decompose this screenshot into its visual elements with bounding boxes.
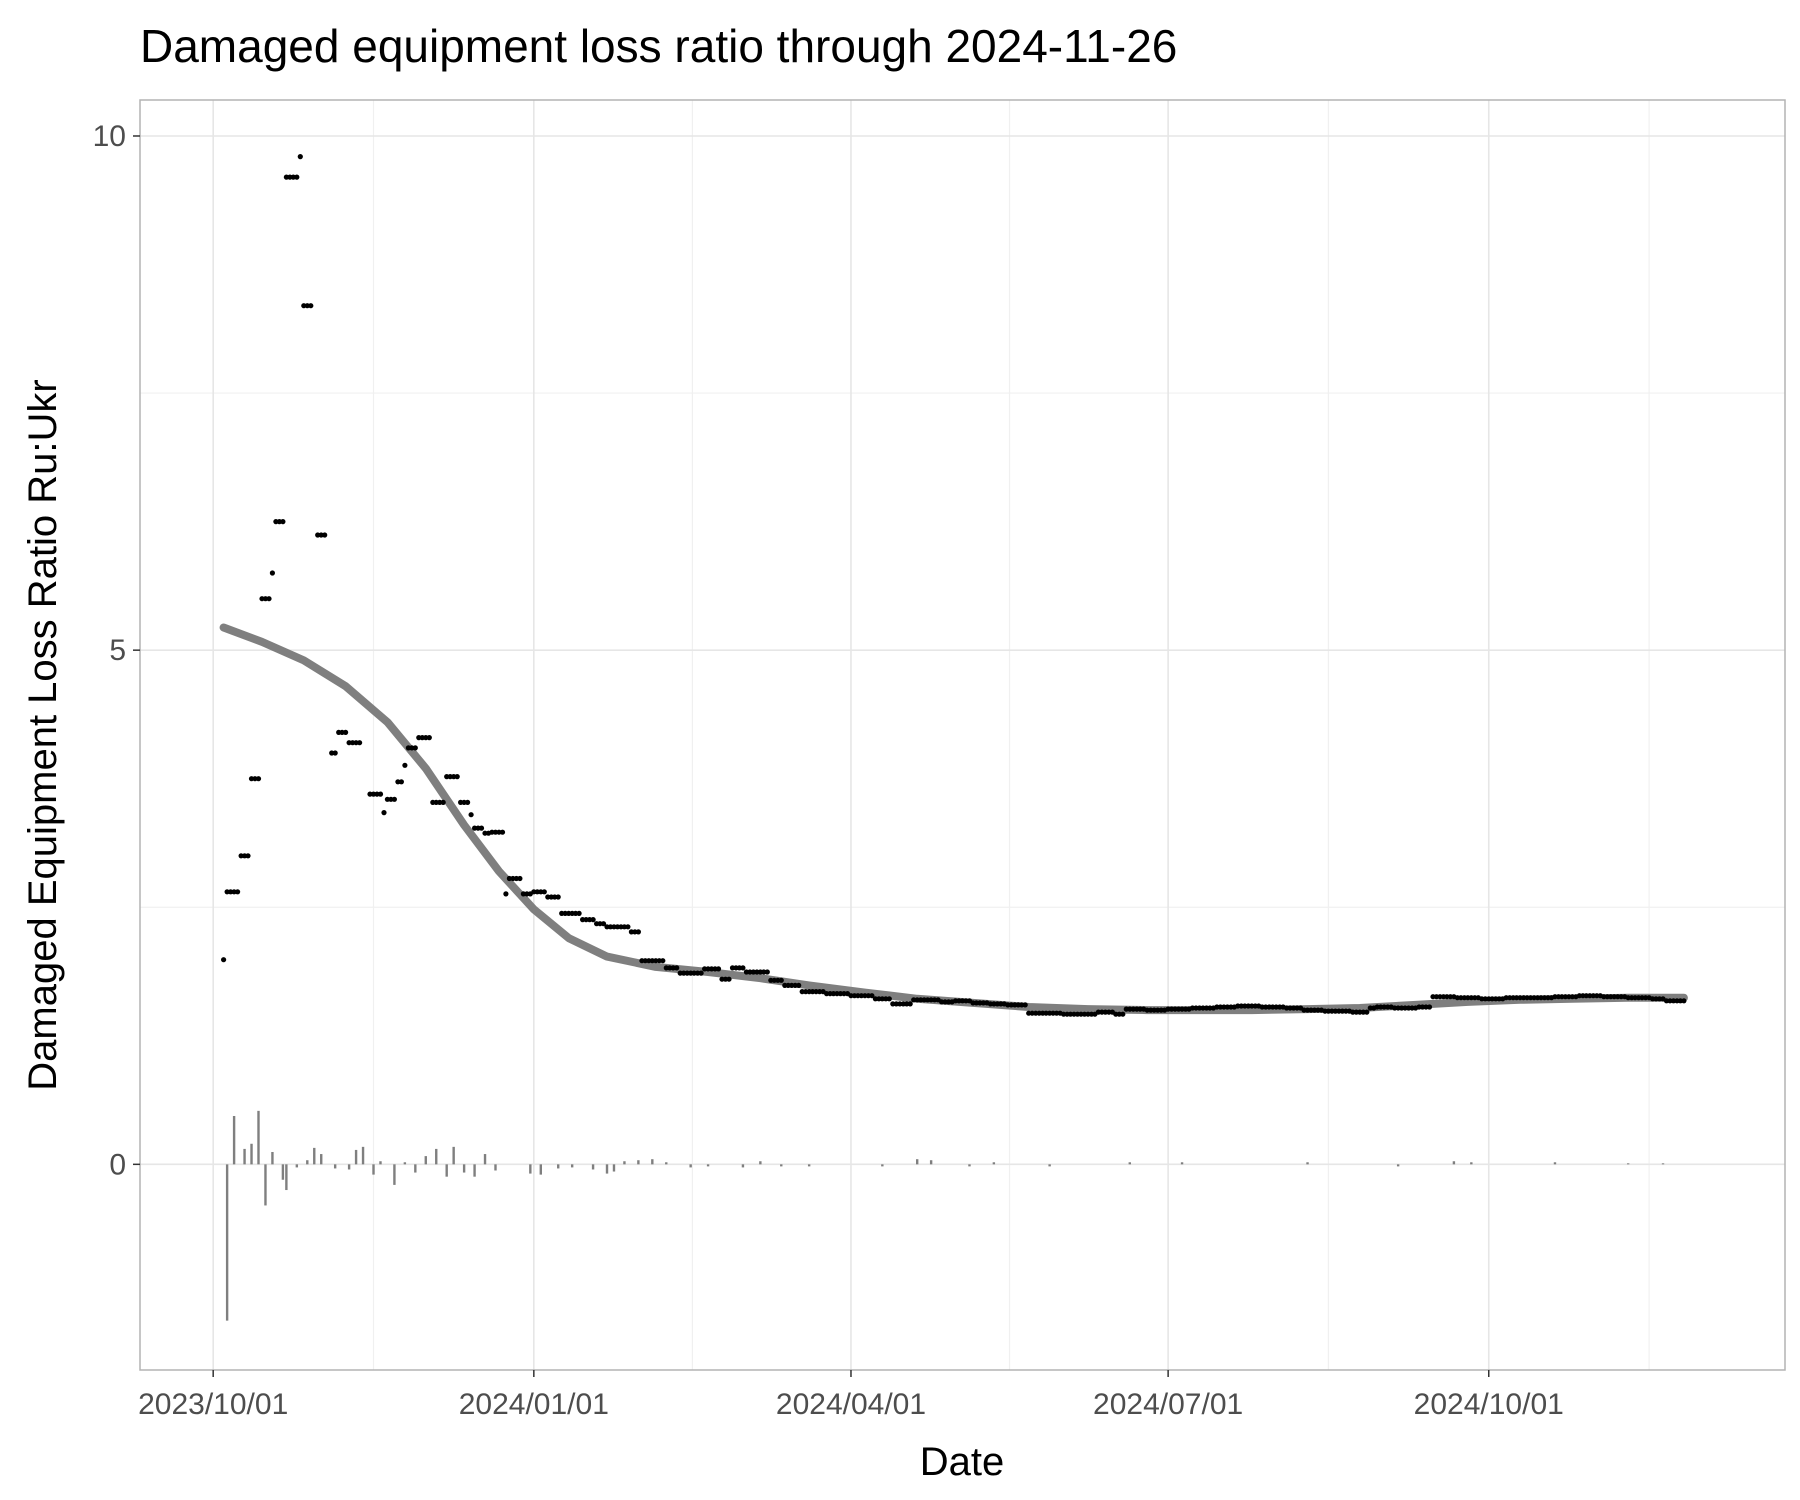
x-tick-label: 2024/10/01 [1414,1388,1564,1421]
ratio-point [625,924,631,930]
ratio-point [503,891,509,897]
daily-change-bars [225,1110,1665,1321]
trend-line-layer [219,623,1688,1015]
ratio-point [1364,1009,1370,1015]
x-axis-title: Date [920,1440,1005,1484]
ratio-point [1120,1011,1126,1017]
y-axis: 0 5 10 [93,120,140,1181]
ratio-point [698,970,704,976]
ratio-point [381,810,387,816]
ratio-point [245,853,251,859]
ratio-point [343,729,349,736]
ratio-point [674,965,680,971]
chart-title: Damaged equipment loss ratio through 202… [140,20,1177,72]
ratio-point [778,977,784,983]
ratio-point [426,735,432,741]
ratio-point [465,799,471,806]
ratio-point [402,762,408,768]
ratio-point [440,799,446,806]
ratio-point [576,910,582,917]
ratio-point [660,958,666,964]
y-tick-label: 5 [109,634,126,667]
x-tick-label: 2024/07/01 [1093,1388,1243,1421]
x-tick-label: 2024/04/01 [776,1388,926,1421]
ratio-point [235,889,241,895]
ratio-point [1681,998,1687,1004]
ratio-point [517,875,523,882]
ratio-points [221,154,1687,1017]
x-tick-label: 2024/01/01 [459,1388,609,1421]
ratio-point [555,894,561,900]
ratio-point [412,745,418,751]
ratio-point [635,929,642,935]
ratio-point [1022,1002,1028,1008]
ratio-point [377,791,384,797]
ratio-point [590,917,596,923]
ratio-point [454,774,460,780]
ratio-point [468,812,474,818]
ratio-point [297,154,303,160]
ratio-point [269,570,275,576]
y-tick-label: 0 [109,1148,126,1181]
ratio-point [308,303,314,309]
grid-layer [140,100,1785,1370]
ratio-point [715,966,722,972]
ratio-point [796,982,802,989]
ratio-point [740,965,746,971]
ratio-point [280,519,286,525]
ratio-point [221,957,227,963]
ratio-point [869,993,875,999]
plot-panel-border [139,99,1786,1371]
ratio-point [398,779,404,785]
trend-line [219,623,1688,1015]
ratio-point [764,969,770,975]
plot-panel [140,100,1785,1370]
ratio-point [1426,1004,1433,1010]
ratio-point [499,829,506,835]
ratio-point [541,889,547,895]
ratio-point [357,740,363,746]
y-tick-label: 10 [93,120,126,153]
ratio-point [907,1001,913,1007]
ratio-point [886,996,892,1002]
ratio-point [600,921,607,927]
ratio-point [266,596,272,602]
ratio-point [332,750,338,756]
y-axis-title: Damaged Equipment Loss Ratio Ru:Ukr [21,379,65,1090]
ratio-point [322,532,328,538]
ratio-point [478,825,485,831]
ratio-point [391,796,397,802]
x-axis: 2023/10/01 2024/01/01 2024/04/01 2024/07/01… [138,1370,1564,1421]
ratio-point [294,174,300,180]
x-tick-label: 2023/10/01 [138,1388,288,1421]
ratio-point [255,776,262,782]
ratio-point [726,976,732,982]
